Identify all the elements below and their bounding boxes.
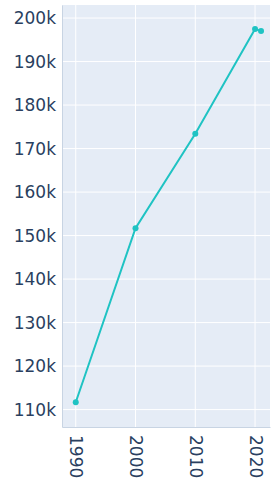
line [76,29,261,402]
y-tick: 120k [14,356,62,376]
x-tick: 2010 [186,427,206,478]
y-tick: 140k [14,269,62,289]
grid-line [62,192,270,193]
y-tick-label: 110k [14,400,56,420]
grid-line [75,5,76,427]
x-tick-label: 2020 [246,435,266,478]
x-axis-line [63,427,271,428]
plot-background [62,5,270,427]
marker [192,131,198,137]
y-tick: 110k [14,400,62,420]
y-tick: 150k [14,226,62,246]
marker [258,28,264,34]
marker [133,225,139,231]
grid-line [62,105,270,106]
y-tick-label: 150k [14,226,56,246]
y-tick-label: 200k [14,8,56,28]
plot: 110k 120k 130k 140k 150k 160k 170k 180k 190k 200k… [14,5,271,478]
x-tick-label: 2010 [186,435,206,478]
grid-line [62,366,270,367]
grid-line [62,279,270,280]
y-tick-label: 180k [14,95,56,115]
grid-line [255,5,256,427]
x-tick: 2020 [246,427,266,478]
y-tick-label: 140k [14,269,56,289]
chart: 110k 120k 130k 140k 150k 160k 170k 180k 190k 200k… [0,0,280,500]
x-axis: 1990 2000 2010 2020 [63,427,271,478]
y-tick: 170k [14,139,62,159]
y-tick-label: 170k [14,139,56,159]
grid-line [62,148,270,149]
y-tick: 160k [14,182,62,202]
grid-line [135,5,136,427]
grid-line [195,5,196,427]
y-tick-label: 190k [14,51,56,71]
x-tick-label: 2000 [126,435,146,478]
grid-line [62,18,270,19]
y-tick-label: 130k [14,313,56,333]
grid [62,5,270,427]
y-tick: 130k [14,313,62,333]
marker [73,399,79,405]
x-tick-label: 1990 [66,435,86,478]
series [73,26,264,405]
marker [252,26,258,32]
y-tick: 190k [14,51,62,71]
y-tick-label: 160k [14,182,56,202]
grid-line [62,61,270,62]
y-tick-label: 120k [14,356,56,376]
grid-line [62,322,270,323]
grid-line [62,235,270,236]
y-tick: 200k [14,8,62,28]
x-tick: 1990 [66,427,86,478]
grid-line [62,409,270,410]
y-tick: 180k [14,95,62,115]
y-axis-line [62,6,63,428]
y-axis: 110k 120k 130k 140k 150k 160k 170k 180k 190k 200k [14,6,63,428]
x-tick: 2000 [126,427,146,478]
